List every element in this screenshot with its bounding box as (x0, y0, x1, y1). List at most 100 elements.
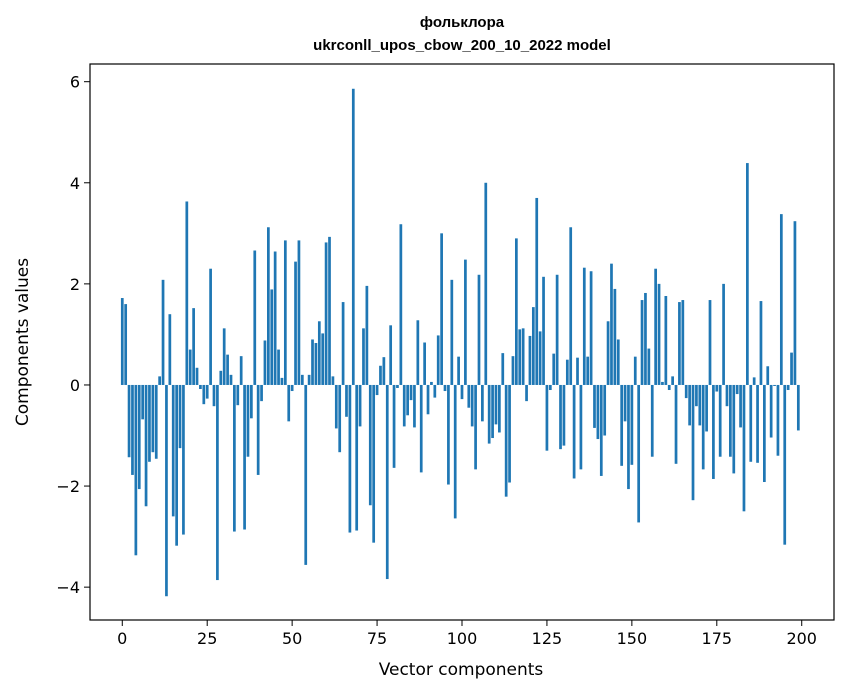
bar-73 (368, 384, 372, 506)
bar-162 (671, 376, 674, 385)
bar-102 (467, 384, 471, 408)
bar-58 (317, 321, 321, 385)
bar-181 (735, 384, 739, 395)
bar-33 (233, 384, 236, 532)
bar-165 (681, 300, 685, 385)
bar-21 (192, 308, 195, 385)
bar-120 (528, 335, 532, 385)
bar-183 (742, 384, 746, 512)
bar-46 (277, 349, 280, 385)
bar-84 (406, 384, 409, 416)
bar-175 (715, 384, 719, 392)
bar-117 (518, 329, 522, 385)
bar-167 (688, 384, 691, 426)
bar-134 (576, 357, 579, 385)
bar-194 (779, 214, 783, 385)
bar-180 (732, 384, 736, 474)
bar-125 (545, 384, 549, 451)
bar-154 (644, 292, 647, 385)
y-axis-ticks: −4 −2 0 2 4 6 (56, 73, 90, 597)
bar-56 (311, 339, 314, 385)
bar-34 (236, 384, 240, 406)
bar-171 (701, 384, 705, 470)
bar-11 (158, 376, 161, 385)
x-tick-label: 100 (447, 629, 478, 648)
bar-81 (396, 384, 399, 388)
bar-103 (470, 384, 474, 427)
bar-156 (650, 384, 654, 457)
bar-115 (511, 356, 515, 385)
bar-87 (416, 320, 420, 385)
bar-148 (623, 384, 627, 422)
bar-172 (705, 384, 708, 432)
bar-98 (453, 384, 457, 519)
bar-82 (399, 224, 403, 385)
bar-49 (287, 384, 291, 422)
bar-174 (712, 384, 715, 479)
bar-59 (321, 333, 325, 385)
x-tick-label: 0 (117, 629, 127, 648)
bar-83 (402, 384, 406, 427)
bar-124 (542, 276, 545, 385)
bar-91 (430, 381, 433, 385)
bar-147 (620, 384, 624, 466)
bar-126 (548, 384, 552, 391)
bar-130 (562, 384, 566, 446)
x-tick-label: 25 (197, 629, 217, 648)
bar-69 (355, 384, 359, 531)
bar-70 (358, 384, 362, 427)
bar-164 (678, 302, 681, 385)
bar-48 (283, 240, 287, 385)
bar-45 (273, 251, 277, 385)
bar-16 (175, 384, 178, 546)
bar-144 (610, 263, 613, 385)
bar-129 (559, 384, 562, 450)
bar-119 (525, 384, 528, 402)
bar-79 (389, 325, 393, 385)
bar-86 (413, 384, 416, 428)
bar-108 (487, 384, 491, 444)
bar-28 (216, 384, 219, 581)
bar-153 (640, 300, 644, 385)
bar-132 (569, 227, 573, 385)
bar-78 (385, 384, 389, 580)
bar-14 (168, 314, 172, 385)
bar-118 (521, 328, 525, 385)
y-tick-label: 4 (70, 174, 80, 193)
bar-27 (212, 384, 216, 407)
bar-35 (239, 356, 243, 385)
bar-142 (603, 384, 607, 436)
bar-170 (698, 384, 702, 426)
y-tick-label: −2 (56, 477, 80, 496)
bar-30 (222, 328, 226, 385)
bar-40 (256, 384, 260, 475)
bar-63 (334, 384, 338, 429)
bar-151 (633, 356, 637, 385)
bar-52 (297, 240, 301, 385)
bar-31 (226, 354, 229, 385)
bar-26 (209, 268, 212, 385)
bar-76 (379, 365, 382, 385)
bar-77 (382, 357, 386, 385)
bar-128 (555, 274, 559, 385)
bar-41 (260, 384, 263, 402)
bar-122 (535, 197, 539, 385)
bar-106 (481, 384, 484, 422)
bar-39 (253, 250, 257, 385)
bar-22 (195, 367, 199, 385)
y-tick-label: 2 (70, 275, 80, 294)
bar-7 (144, 384, 148, 507)
bar-169 (695, 384, 698, 407)
bar-62 (331, 376, 335, 385)
x-tick-label: 200 (786, 629, 817, 648)
bar-155 (647, 348, 651, 385)
bar-173 (708, 300, 712, 385)
bar-187 (756, 384, 759, 463)
bar-136 (582, 267, 586, 385)
bar-184 (746, 163, 749, 385)
bar-109 (491, 384, 494, 439)
bar-37 (246, 384, 250, 457)
bar-99 (457, 356, 460, 385)
plot-frame (89, 63, 835, 621)
